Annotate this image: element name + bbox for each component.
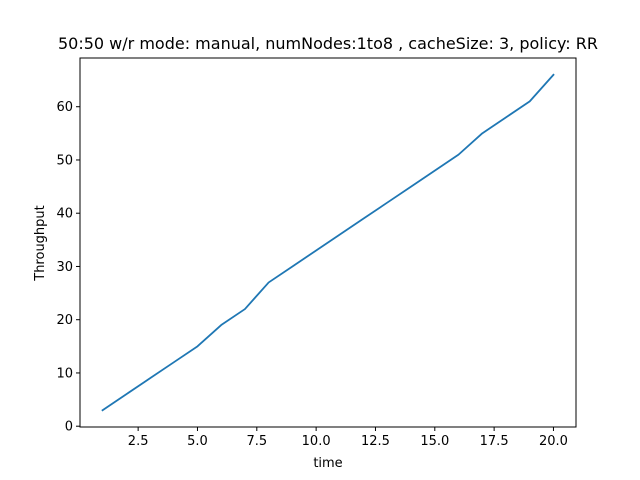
x-tick-label: 2.5 <box>128 434 149 449</box>
x-tick-label: 7.5 <box>246 434 267 449</box>
x-axis: 2.5 5.0 7.5 10.0 12.5 15.0 17.5 20.0 <box>128 427 568 449</box>
x-tick-label: 20.0 <box>539 434 568 449</box>
y-axis-label: Throughput <box>33 205 48 282</box>
y-tick-label: 0 <box>65 420 73 435</box>
axes-frame <box>79 57 577 428</box>
x-tick-label: 17.5 <box>480 434 509 449</box>
chart-title: 50:50 w/r mode: manual, numNodes:1to8 , … <box>58 34 598 53</box>
x-axis-label: time <box>313 456 342 471</box>
x-tick-label: 10.0 <box>302 434 331 449</box>
y-tick-label: 60 <box>56 100 73 115</box>
y-tick-label: 10 <box>56 366 73 381</box>
y-tick-label: 20 <box>56 313 73 328</box>
y-tick-label: 40 <box>56 207 73 222</box>
x-tick-label: 12.5 <box>361 434 390 449</box>
y-tick-label: 50 <box>56 153 73 168</box>
x-tick-label: 5.0 <box>187 434 208 449</box>
series-line <box>101 73 555 412</box>
y-tick-label: 30 <box>56 260 73 275</box>
x-tick-label: 15.0 <box>420 434 449 449</box>
plot-area <box>101 73 555 412</box>
y-axis: 0 10 20 30 40 50 60 <box>56 100 80 435</box>
